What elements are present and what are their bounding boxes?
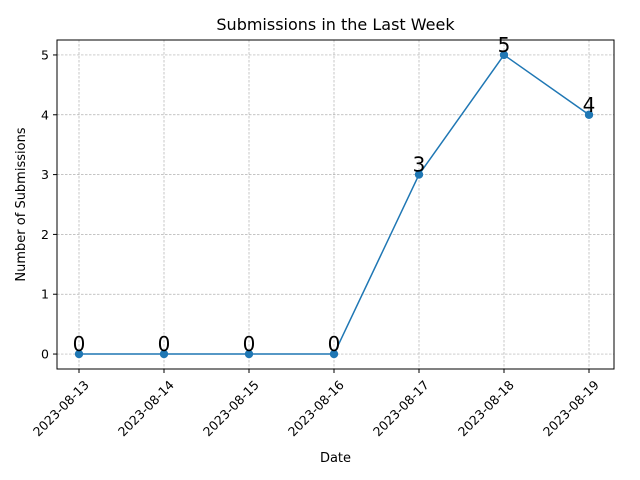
data-point — [329, 349, 339, 359]
x-tick-label: 2023-08-16 — [285, 377, 347, 439]
ticks: 2023-08-13 2023-08-14 2023-08-15 2023-08-16… — [30, 47, 602, 439]
data-label: 0 — [158, 332, 171, 356]
y-tick-label: 5 — [41, 47, 49, 62]
data-labels: 0 0 0 0 3 5 4 — [73, 33, 596, 356]
y-tick-label: 4 — [41, 107, 49, 122]
data-point — [159, 349, 169, 359]
data-label: 0 — [328, 332, 341, 356]
x-axis-label: Date — [320, 451, 351, 466]
x-tick-label: 2023-08-15 — [200, 377, 262, 439]
x-tick-label: 2023-08-13 — [30, 377, 92, 439]
plot-frame — [56, 39, 615, 370]
data-label: 0 — [243, 332, 256, 356]
grid — [57, 40, 614, 369]
y-tick-label: 0 — [41, 347, 49, 362]
data-point — [414, 170, 424, 179]
y-axis-label: Number of Submissions — [14, 127, 29, 281]
data-label: 4 — [583, 93, 596, 117]
x-tick-label: 2023-08-19 — [540, 377, 602, 439]
data-point — [499, 50, 509, 60]
data-point — [74, 349, 84, 359]
data-label: 0 — [73, 332, 86, 356]
series-layer — [74, 50, 594, 359]
x-tick-label: 2023-08-18 — [455, 377, 517, 439]
data-label: 5 — [498, 33, 511, 57]
data-point — [584, 110, 594, 119]
data-label: 3 — [413, 153, 426, 177]
x-tick-label: 2023-08-17 — [370, 377, 432, 439]
chart-title: Submissions in the Last Week — [216, 15, 455, 34]
data-point — [244, 349, 254, 359]
y-tick-label: 2 — [41, 227, 49, 242]
x-tick-label: 2023-08-14 — [115, 377, 177, 439]
y-tick-label: 1 — [41, 287, 49, 302]
y-tick-label: 3 — [41, 167, 49, 182]
